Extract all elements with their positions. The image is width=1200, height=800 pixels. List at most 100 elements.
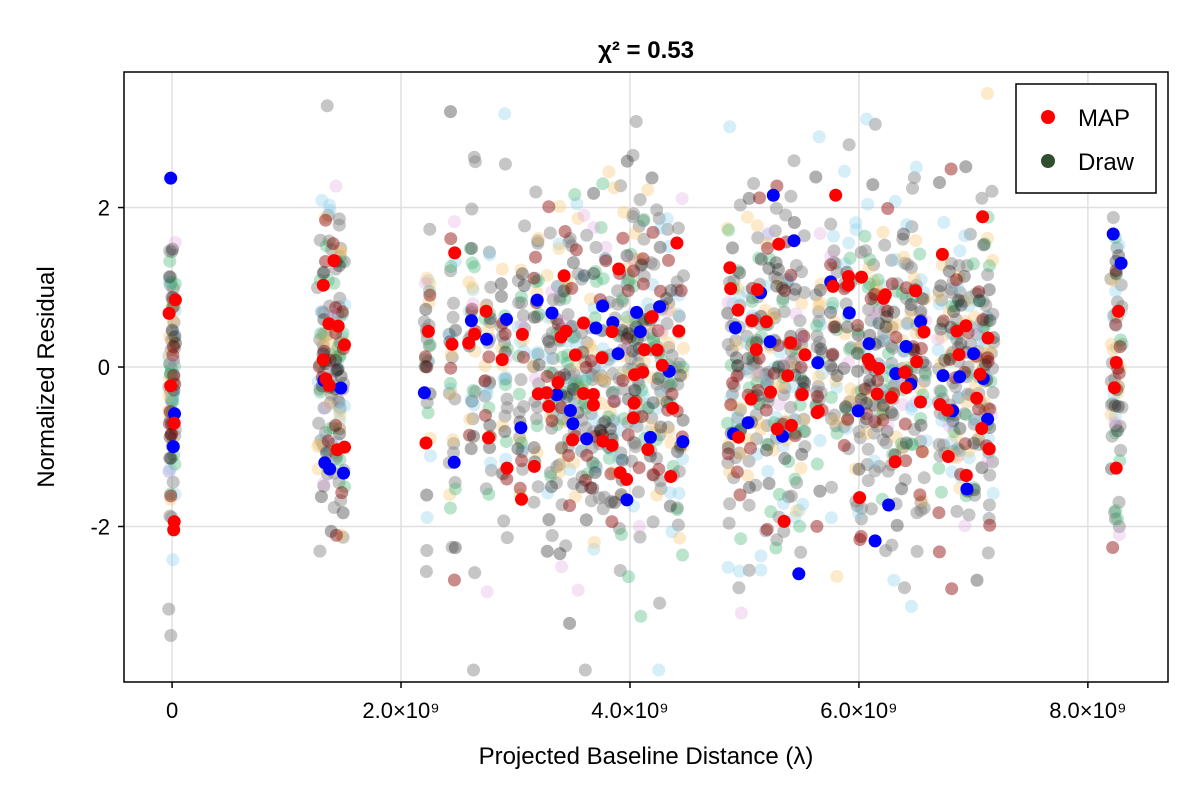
draw-point	[968, 412, 982, 426]
x-tick-label: 8.0×10⁹	[1049, 698, 1126, 723]
draw-point	[663, 486, 677, 500]
draw-point	[762, 365, 776, 379]
draw-point	[647, 257, 661, 271]
draw-point	[864, 292, 878, 306]
draw-point	[751, 231, 765, 245]
draw-point	[777, 497, 790, 510]
draw-point	[605, 387, 619, 401]
draw-point	[812, 393, 826, 407]
draw-point	[624, 272, 638, 286]
draw-point	[733, 198, 747, 212]
draw-point	[446, 310, 460, 324]
draw-point	[164, 343, 178, 357]
draw-point	[752, 416, 766, 430]
draw-point	[733, 266, 747, 280]
draw-point	[904, 298, 918, 311]
draw-point	[978, 237, 992, 251]
draw-point	[527, 495, 541, 509]
draw-point	[332, 212, 346, 226]
draw-point	[936, 314, 950, 328]
map-point	[744, 392, 758, 406]
draw-point	[886, 408, 900, 422]
draw-point	[784, 489, 798, 503]
draw-point	[767, 366, 781, 380]
draw-point	[824, 306, 838, 319]
draw-point	[633, 193, 647, 207]
draw-point	[604, 495, 618, 509]
map-point	[959, 319, 973, 333]
draw-point	[563, 404, 577, 417]
draw-point	[445, 350, 459, 364]
draw-point	[166, 475, 180, 489]
map-point	[650, 343, 664, 357]
draw-point	[742, 432, 756, 446]
draw-point	[855, 501, 869, 515]
draw-point	[164, 270, 178, 284]
map-point	[167, 416, 181, 430]
draw-point	[809, 288, 823, 302]
draw-point	[313, 385, 327, 399]
draw-point	[316, 437, 330, 451]
draw-point	[500, 401, 514, 415]
draw-point	[753, 191, 766, 205]
draw-point	[555, 412, 568, 426]
draw-point	[164, 366, 178, 380]
draw-point	[844, 382, 858, 396]
draw-point	[854, 512, 868, 526]
draw-point	[498, 157, 512, 171]
draw-point	[616, 374, 630, 388]
draw-point	[671, 221, 685, 235]
draw-point	[830, 369, 844, 383]
draw-point	[495, 419, 509, 433]
draw-point	[886, 341, 900, 355]
draw-point	[575, 480, 589, 494]
draw-point	[882, 498, 896, 512]
draw-point	[333, 408, 347, 422]
draw-point	[932, 461, 946, 475]
draw-point	[550, 388, 564, 402]
draw-point	[168, 359, 182, 373]
draw-point	[481, 323, 495, 337]
draw-point	[890, 317, 904, 331]
draw-point	[484, 456, 498, 470]
draw-point	[624, 352, 638, 366]
draw-point	[958, 229, 972, 243]
draw-point	[859, 244, 872, 258]
draw-point	[598, 251, 612, 265]
draw-point	[899, 454, 913, 468]
draw-point	[721, 438, 735, 451]
draw-point	[587, 413, 601, 427]
draw-point	[529, 275, 543, 289]
draw-point	[498, 378, 512, 392]
draw-point	[480, 388, 494, 401]
draw-point	[527, 441, 541, 455]
draw-point	[578, 473, 592, 487]
draw-point	[653, 474, 667, 488]
draw-point	[837, 420, 851, 434]
draw-point	[900, 218, 914, 232]
draw-point	[1108, 505, 1121, 519]
draw-point	[462, 275, 476, 289]
draw-point	[671, 445, 684, 458]
draw-point	[953, 443, 967, 457]
draw-point	[792, 567, 806, 581]
draw-point	[752, 251, 766, 265]
map-point	[672, 324, 686, 338]
map-point	[952, 348, 966, 362]
draw-point	[422, 295, 436, 309]
map-point	[515, 327, 529, 341]
draw-point	[824, 412, 838, 426]
draw-point	[540, 268, 554, 282]
draw-point	[942, 305, 956, 318]
draw-point	[319, 213, 333, 227]
draw-point	[164, 393, 178, 407]
draw-point	[596, 272, 610, 286]
draw-point	[420, 488, 434, 502]
draw-point	[772, 487, 786, 501]
draw-point	[790, 476, 804, 490]
draw-point	[730, 338, 744, 352]
draw-point	[740, 210, 754, 224]
draw-point	[529, 185, 543, 199]
draw-point	[322, 234, 336, 248]
map-point	[872, 362, 886, 375]
